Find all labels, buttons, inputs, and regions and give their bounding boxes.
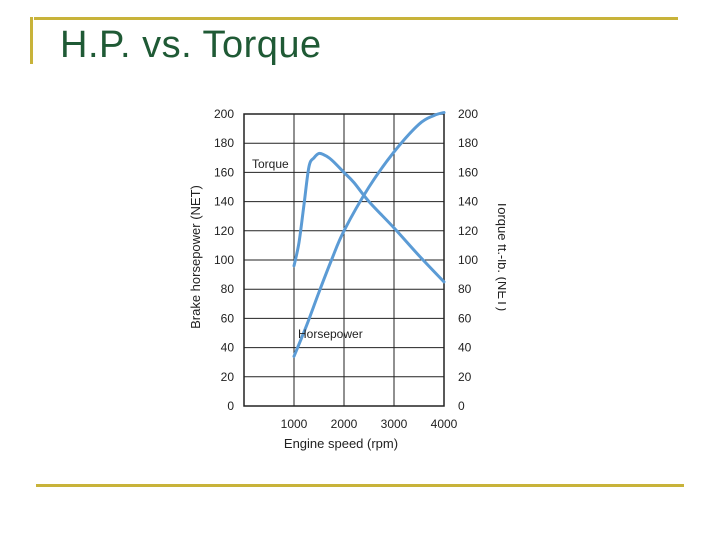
- y-tick-left-label: 200: [214, 107, 234, 121]
- y-tick-left-label: 180: [214, 136, 234, 150]
- y-tick-right-label: 0: [458, 399, 465, 413]
- y-tick-right-label: 160: [458, 165, 478, 179]
- chart-image: 0 20 40 60 80 100 120 140 160 180 200 0 20 40 60 80 100 1…: [176, 92, 506, 464]
- y-tick-right-label: 200: [458, 107, 478, 121]
- y-tick-left-label: 0: [227, 399, 234, 413]
- y-tick-right-label: 180: [458, 136, 478, 150]
- slide-title: H.P. vs. Torque: [60, 24, 322, 66]
- y-tick-right-label: 80: [458, 282, 472, 296]
- y-axis-left-label: Brake horsepower (NET): [188, 185, 203, 329]
- x-tick-label: 1000: [281, 417, 308, 431]
- x-tick-label: 4000: [431, 417, 458, 431]
- horsepower-curve-label: Horsepower: [298, 327, 363, 341]
- horsepower-curve: [292, 111, 446, 358]
- y-tick-left-label: 120: [214, 224, 234, 238]
- x-tick-label: 3000: [381, 417, 408, 431]
- y-tick-left-label: 160: [214, 165, 234, 179]
- y-tick-right-label: 140: [458, 195, 478, 209]
- y-tick-right-label: 100: [458, 253, 478, 267]
- bottom-rule: [36, 484, 684, 487]
- left-rule: [30, 17, 33, 64]
- y-tick-left-label: 80: [221, 282, 235, 296]
- y-tick-left-label: 60: [221, 311, 235, 325]
- y-tick-left-label: 40: [221, 341, 235, 355]
- top-rule: [34, 17, 678, 20]
- chart: 0204060801001201401601802000204060801001…: [188, 107, 506, 451]
- y-tick-left-label: 20: [221, 370, 235, 384]
- y-tick-right-label: 40: [458, 341, 472, 355]
- y-tick-right-label: 120: [458, 224, 478, 238]
- y-tick-right-label: 20: [458, 370, 472, 384]
- x-axis-label: Engine speed (rpm): [284, 436, 398, 451]
- x-tick-label: 2000: [331, 417, 358, 431]
- y-axis-right-label: Torque ft.-lb. (NET): [495, 201, 506, 312]
- y-tick-right-label: 60: [458, 311, 472, 325]
- torque-curve: [292, 151, 446, 284]
- y-tick-left-label: 140: [214, 195, 234, 209]
- torque-curve-label: Torque: [252, 157, 289, 171]
- y-tick-left-label: 100: [214, 253, 234, 267]
